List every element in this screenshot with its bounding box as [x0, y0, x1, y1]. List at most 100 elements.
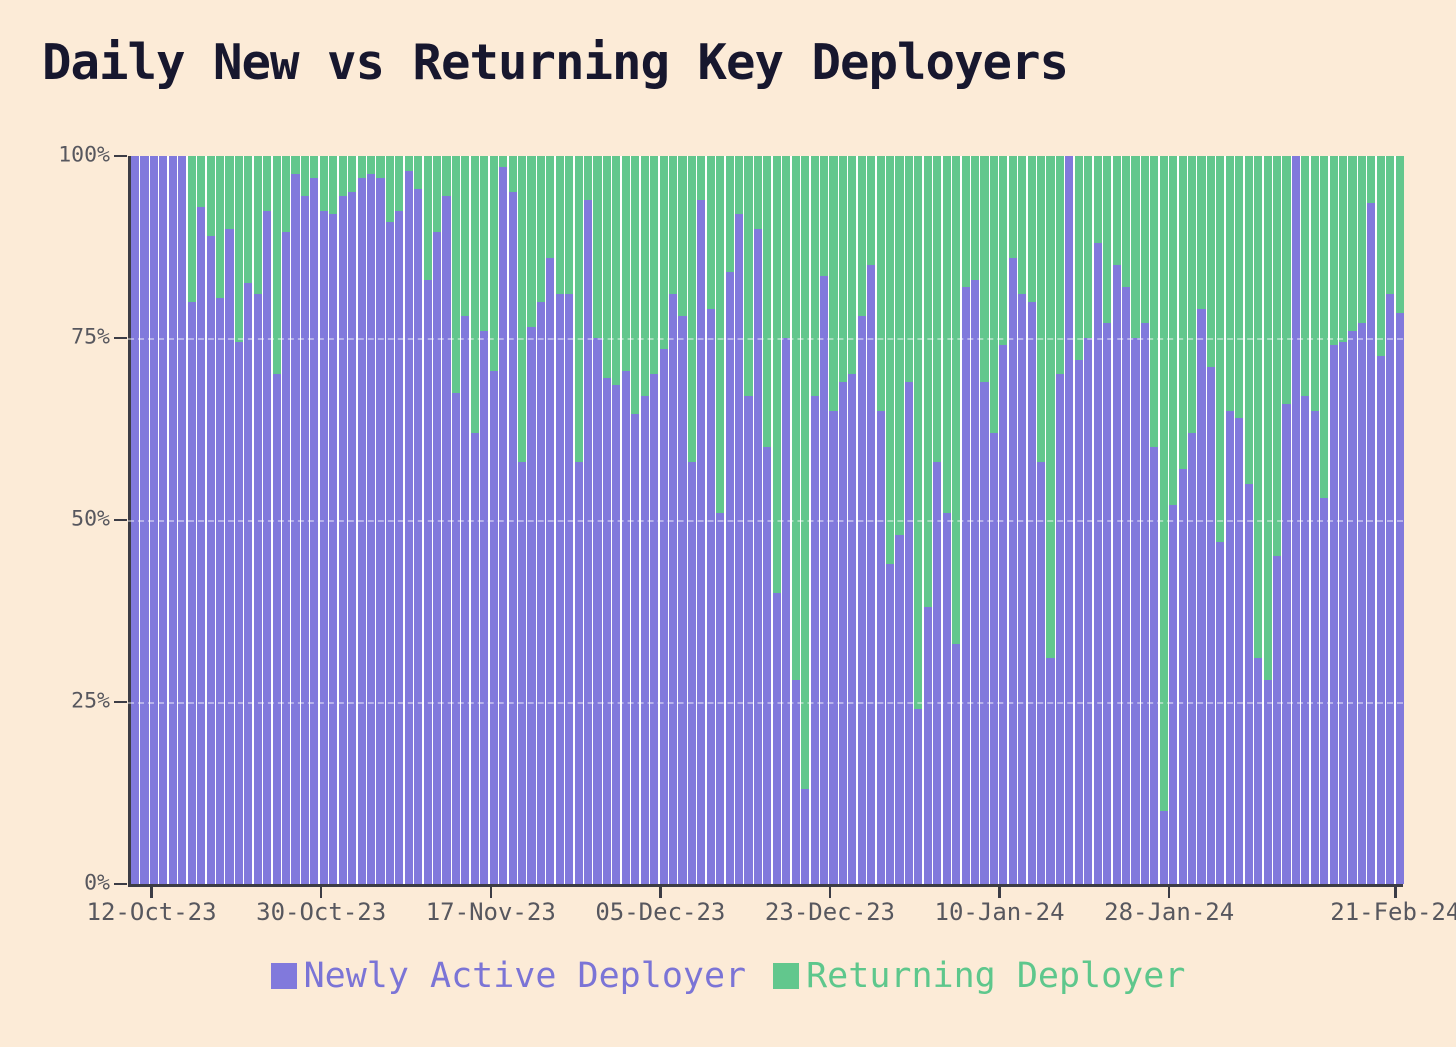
bar[interactable] [423, 156, 432, 884]
bar[interactable] [282, 156, 291, 884]
bar[interactable] [1140, 156, 1149, 884]
legend-item-returning[interactable]: Returning Deployer [773, 956, 1185, 996]
bar[interactable] [1188, 156, 1197, 884]
bar[interactable] [197, 156, 206, 884]
bar[interactable] [187, 156, 196, 884]
bar[interactable] [678, 156, 687, 884]
bar[interactable] [376, 156, 385, 884]
bar[interactable] [1367, 156, 1376, 884]
bar[interactable] [735, 156, 744, 884]
bar[interactable] [338, 156, 347, 884]
bar[interactable] [555, 156, 564, 884]
bar[interactable] [961, 156, 970, 884]
bar[interactable] [942, 156, 951, 884]
bar[interactable] [451, 156, 461, 884]
bar[interactable] [886, 156, 895, 884]
bar[interactable] [508, 156, 517, 884]
bar[interactable] [952, 156, 961, 884]
bar[interactable] [744, 156, 753, 884]
bar[interactable] [829, 156, 838, 884]
bar[interactable] [621, 156, 630, 884]
bar[interactable] [168, 156, 177, 884]
bar[interactable] [687, 156, 696, 884]
bar[interactable] [499, 156, 508, 884]
bar[interactable] [1329, 156, 1338, 884]
bar[interactable] [291, 156, 300, 884]
bar[interactable] [1310, 156, 1319, 884]
bar[interactable] [272, 156, 281, 884]
bar[interactable] [1055, 156, 1065, 884]
bar[interactable] [470, 156, 479, 884]
bar[interactable] [1263, 156, 1272, 884]
bar[interactable] [668, 156, 678, 884]
bar[interactable] [546, 156, 555, 884]
bar[interactable] [1074, 156, 1083, 884]
bar[interactable] [1272, 156, 1282, 884]
bar[interactable] [867, 156, 876, 884]
bar[interactable] [914, 156, 923, 884]
bar[interactable] [517, 156, 527, 884]
bar[interactable] [536, 156, 545, 884]
bar[interactable] [904, 156, 914, 884]
bar[interactable] [801, 156, 810, 884]
bar[interactable] [1159, 156, 1168, 884]
bar[interactable] [1291, 156, 1300, 884]
bar[interactable] [527, 156, 536, 884]
bar[interactable] [1206, 156, 1216, 884]
bar[interactable] [1065, 156, 1074, 884]
bar[interactable] [857, 156, 866, 884]
bar[interactable] [970, 156, 980, 884]
bar[interactable] [650, 156, 659, 884]
bar[interactable] [178, 156, 187, 884]
bar[interactable] [659, 156, 668, 884]
bar[interactable] [1320, 156, 1329, 884]
bar[interactable] [1348, 156, 1357, 884]
bar[interactable] [1254, 156, 1263, 884]
bar[interactable] [810, 156, 819, 884]
bar[interactable] [461, 156, 470, 884]
bar[interactable] [1235, 156, 1244, 884]
bar[interactable] [1386, 156, 1395, 884]
bar[interactable] [1131, 156, 1140, 884]
bar[interactable] [442, 156, 451, 884]
bar[interactable] [612, 156, 621, 884]
bar[interactable] [1169, 156, 1178, 884]
bar[interactable] [149, 156, 159, 884]
bar[interactable] [1103, 156, 1112, 884]
bar[interactable] [763, 156, 772, 884]
bar[interactable] [631, 156, 640, 884]
bar[interactable] [1018, 156, 1027, 884]
bar[interactable] [1093, 156, 1102, 884]
bar[interactable] [1046, 156, 1055, 884]
bar[interactable] [1037, 156, 1046, 884]
bar[interactable] [1339, 156, 1348, 884]
bar[interactable] [697, 156, 706, 884]
bar[interactable] [414, 156, 423, 884]
bar[interactable] [819, 156, 829, 884]
bar[interactable] [348, 156, 357, 884]
bar[interactable] [999, 156, 1008, 884]
bar[interactable] [565, 156, 574, 884]
bar[interactable] [385, 156, 394, 884]
bar[interactable] [131, 156, 140, 884]
bar[interactable] [1282, 156, 1291, 884]
bar[interactable] [489, 156, 498, 884]
bar[interactable] [1027, 156, 1036, 884]
bar[interactable] [895, 156, 904, 884]
bar[interactable] [1150, 156, 1159, 884]
bar[interactable] [989, 156, 998, 884]
bar[interactable] [319, 156, 328, 884]
bar[interactable] [225, 156, 234, 884]
bar[interactable] [1395, 156, 1404, 884]
bar[interactable] [395, 156, 404, 884]
bar[interactable] [848, 156, 857, 884]
bar[interactable] [300, 156, 310, 884]
bar[interactable] [1197, 156, 1206, 884]
bar[interactable] [1178, 156, 1187, 884]
bar[interactable] [329, 156, 338, 884]
bar[interactable] [876, 156, 885, 884]
bar[interactable] [1301, 156, 1310, 884]
bar[interactable] [140, 156, 149, 884]
bar[interactable] [725, 156, 734, 884]
bar[interactable] [234, 156, 243, 884]
